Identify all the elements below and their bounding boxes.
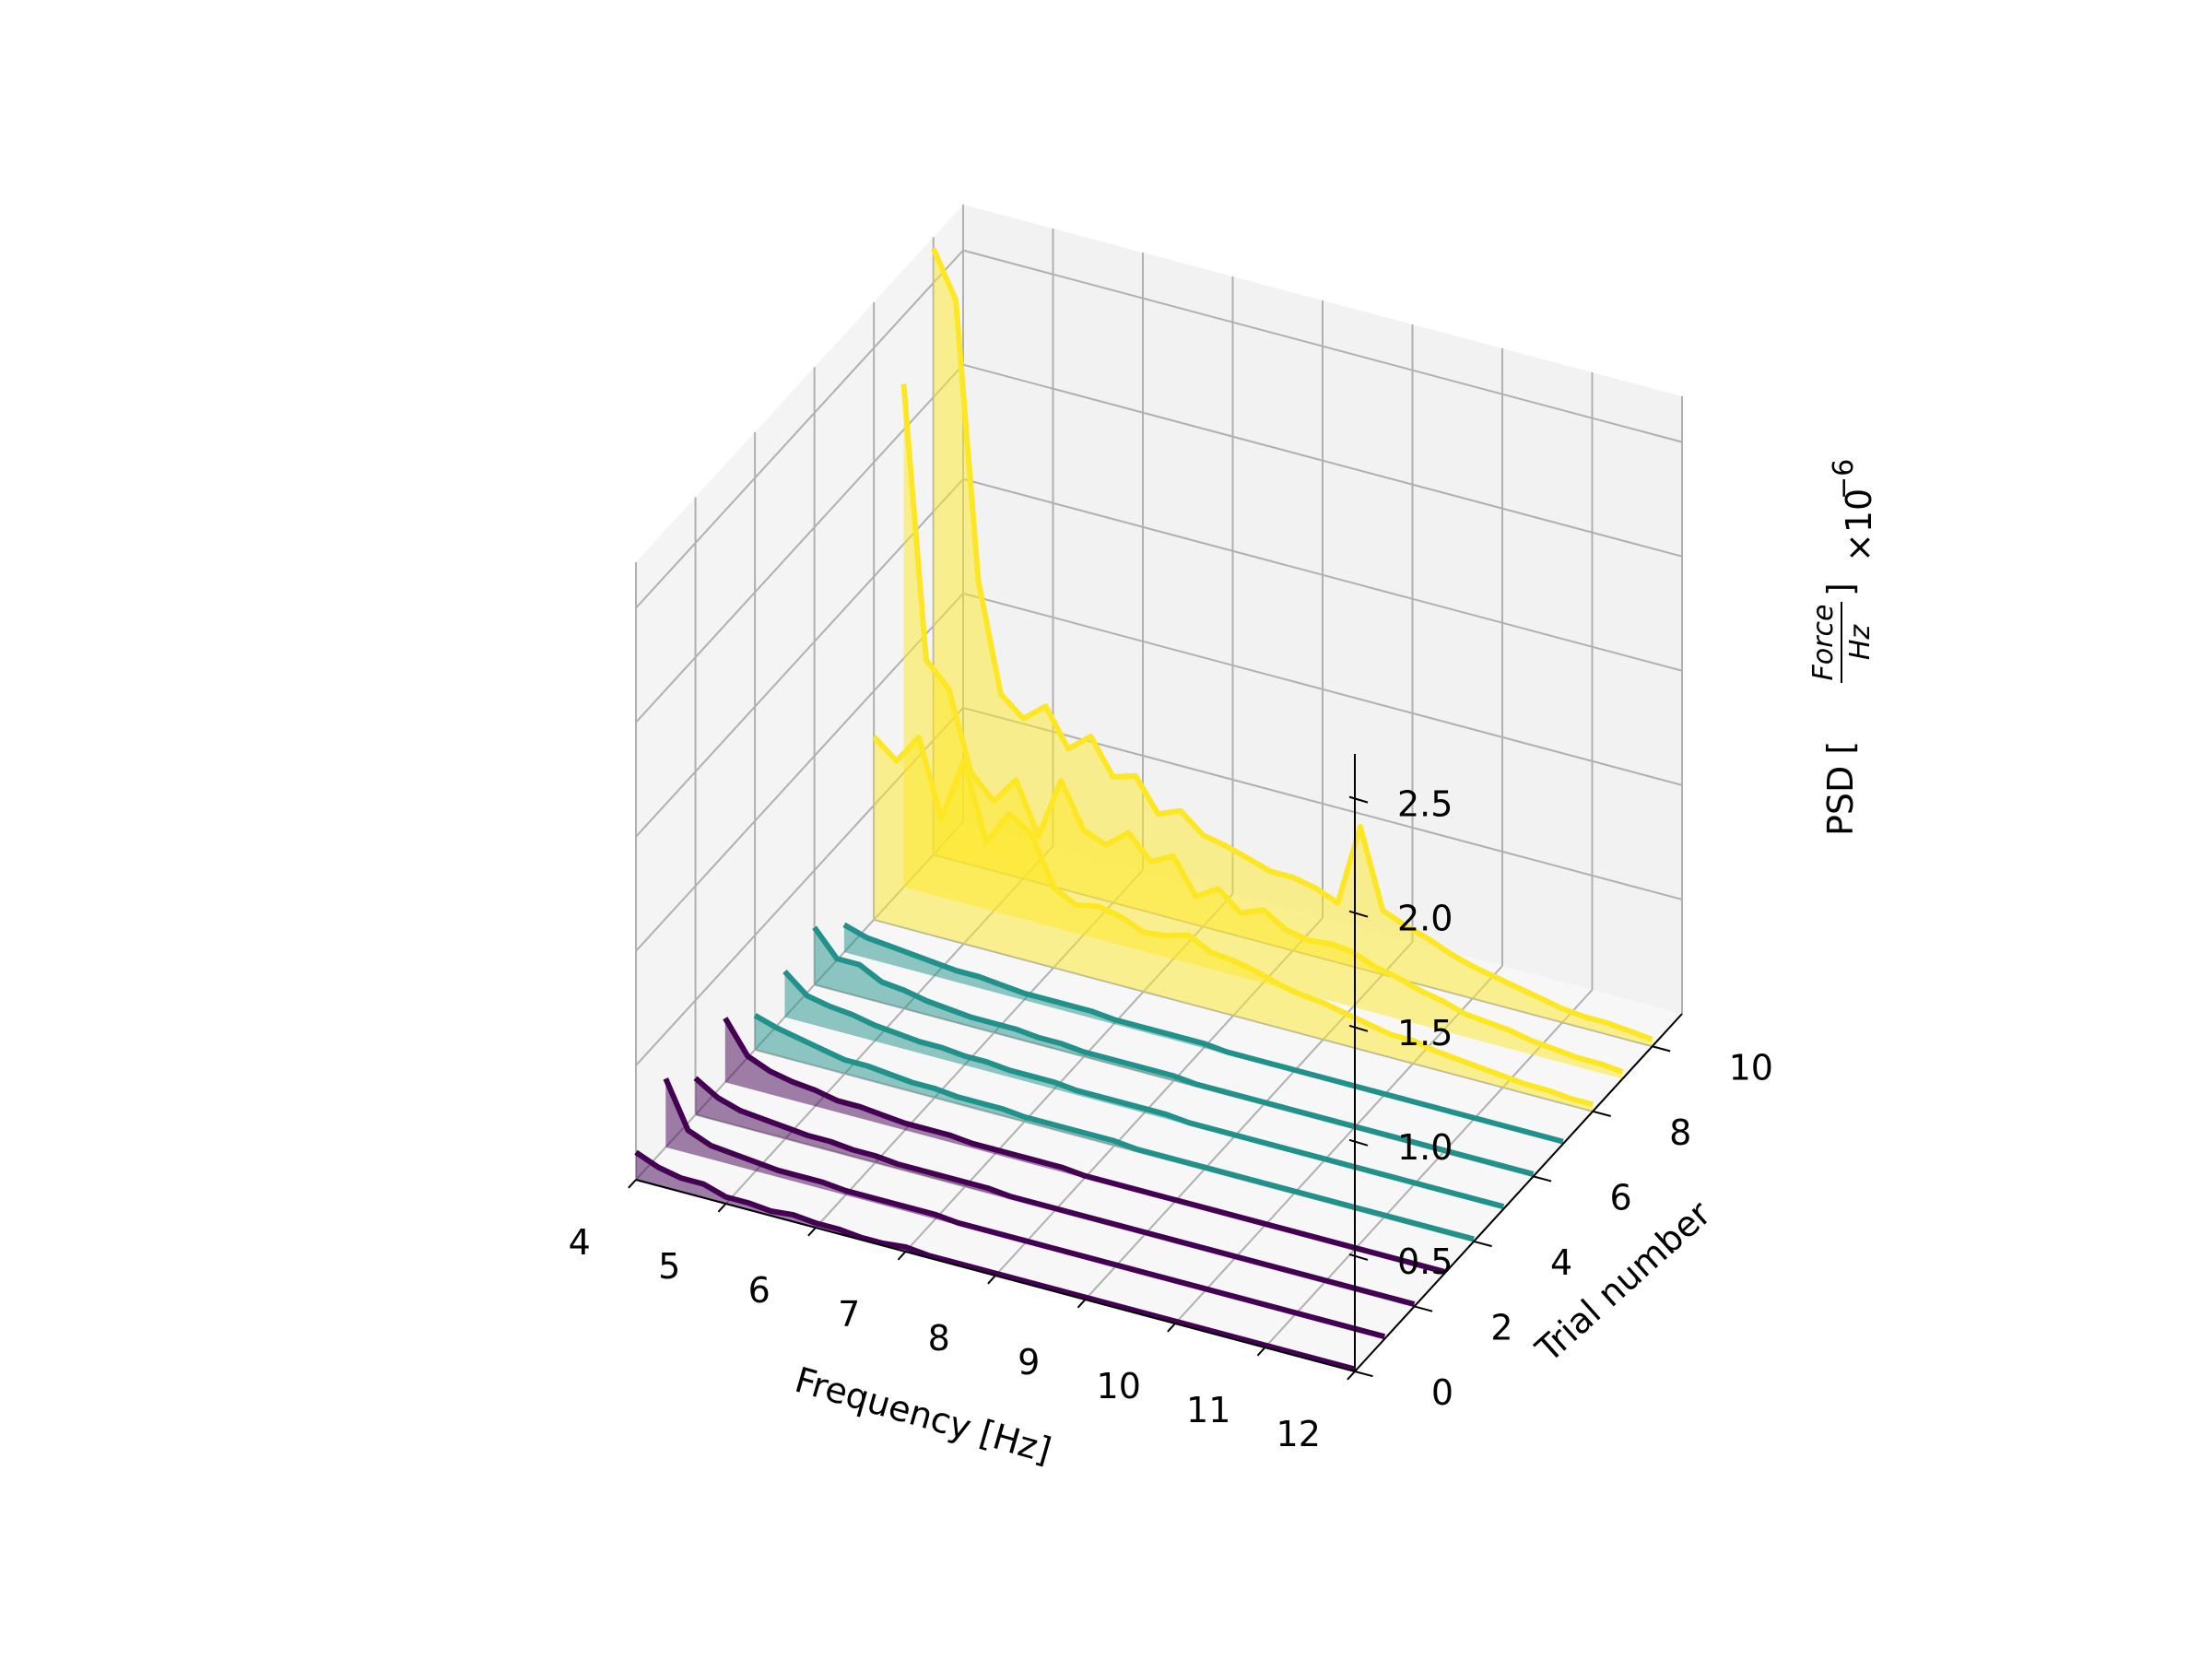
z-offset-text: ×10 −6	[1828, 459, 1879, 562]
z-tick-mark	[1348, 910, 1369, 918]
y-tick-mark	[1414, 1305, 1433, 1312]
x-tick-label: 12	[1277, 1414, 1321, 1454]
x-tick-label: 6	[748, 1270, 771, 1311]
z-tick-label: 1.0	[1397, 1127, 1453, 1168]
series-line-trial-9	[900, 383, 1624, 1075]
y-tick-mark	[1652, 1045, 1671, 1053]
series-line-trial-2	[693, 1076, 1416, 1307]
series-line-trial-5	[782, 969, 1505, 1210]
z-label-numerator: Force	[1807, 605, 1840, 681]
series-trial-3	[723, 1017, 1445, 1275]
x-tick-label: 4	[569, 1222, 591, 1263]
y-tick-label: 8	[1669, 1112, 1691, 1153]
z-tick-mark	[1348, 1024, 1369, 1032]
y-tick-label: 2	[1490, 1308, 1512, 1348]
z-tick-label: 2.5	[1397, 784, 1453, 825]
y-tick-mark	[1354, 1371, 1373, 1378]
series-line-trial-8	[871, 734, 1594, 1108]
series-trial-8	[871, 734, 1594, 1112]
z-offset-exponent: −6	[1828, 459, 1860, 500]
x-tick-mark	[1347, 1371, 1356, 1381]
x-tick-mark	[807, 1227, 817, 1237]
x-tick-label: 8	[928, 1318, 950, 1359]
grid-back-z	[962, 363, 1683, 558]
series-trial-7	[842, 922, 1564, 1145]
x-tick-label: 11	[1186, 1390, 1230, 1430]
series-trial-0	[634, 1149, 1356, 1372]
z-tick-mark	[1348, 1138, 1369, 1147]
y-tick-label: 10	[1729, 1047, 1773, 1088]
grid-left-z	[635, 249, 964, 609]
x-tick-mark	[987, 1275, 996, 1285]
x-axis-label: Frequency [Hz]	[791, 1359, 1056, 1471]
y-tick-label: 6	[1610, 1178, 1632, 1218]
x-tick-label: 10	[1097, 1366, 1141, 1406]
grid-back-z	[962, 477, 1683, 672]
series-line-trial-3	[723, 1017, 1445, 1275]
z-tick-label: 2.0	[1397, 899, 1453, 939]
series-trial-6	[812, 925, 1535, 1177]
series-line-trial-10	[930, 247, 1653, 1042]
x-tick-label: 7	[838, 1294, 860, 1335]
y-tick-label: 0	[1431, 1372, 1453, 1413]
x-tick-label: 5	[658, 1246, 680, 1287]
y-axis-line	[1354, 1013, 1683, 1372]
grid-floor-y	[873, 918, 1594, 1112]
series-line-trial-0	[634, 1149, 1356, 1372]
axis-lines	[628, 754, 1683, 1381]
grid-back-z	[962, 592, 1683, 786]
z-axis-label: PSD [ Force Hz ]	[1807, 582, 1877, 836]
x-tick-mark	[628, 1179, 637, 1189]
x-tick-mark	[1167, 1323, 1176, 1333]
y-tick-mark	[1533, 1175, 1552, 1182]
z-offset-base: ×10	[1839, 488, 1879, 562]
z-tick-mark	[1348, 795, 1369, 804]
x-tick-mark	[717, 1203, 727, 1213]
y-tick-mark	[1473, 1240, 1492, 1248]
series-line-trial-1	[663, 1077, 1386, 1340]
z-tick-mark	[1348, 1253, 1369, 1261]
z-label-suffix: ]	[1820, 582, 1861, 596]
series-layer	[634, 247, 1653, 1372]
x-tick-mark	[1256, 1347, 1266, 1357]
y-tick-mark	[1592, 1110, 1611, 1117]
z-tick-label: 0.5	[1397, 1241, 1453, 1282]
grid-back-z	[962, 249, 1683, 443]
series-line-trial-7	[842, 922, 1564, 1145]
x-tick-mark	[897, 1251, 907, 1261]
x-tick-label: 9	[1018, 1342, 1040, 1382]
z-label-prefix: PSD [	[1820, 741, 1861, 836]
series-trial-5	[782, 969, 1505, 1210]
series-line-trial-6	[812, 925, 1535, 1177]
series-fill-trial-8	[874, 736, 1594, 1112]
z-label-denominator: Hz	[1844, 624, 1877, 661]
series-trial-1	[663, 1077, 1386, 1340]
series-trial-2	[693, 1076, 1416, 1307]
y-tick-label: 4	[1550, 1242, 1572, 1283]
x-tick-mark	[1077, 1299, 1087, 1309]
z-tick-label: 1.5	[1397, 1013, 1453, 1053]
left-wall-pane	[636, 205, 963, 1180]
